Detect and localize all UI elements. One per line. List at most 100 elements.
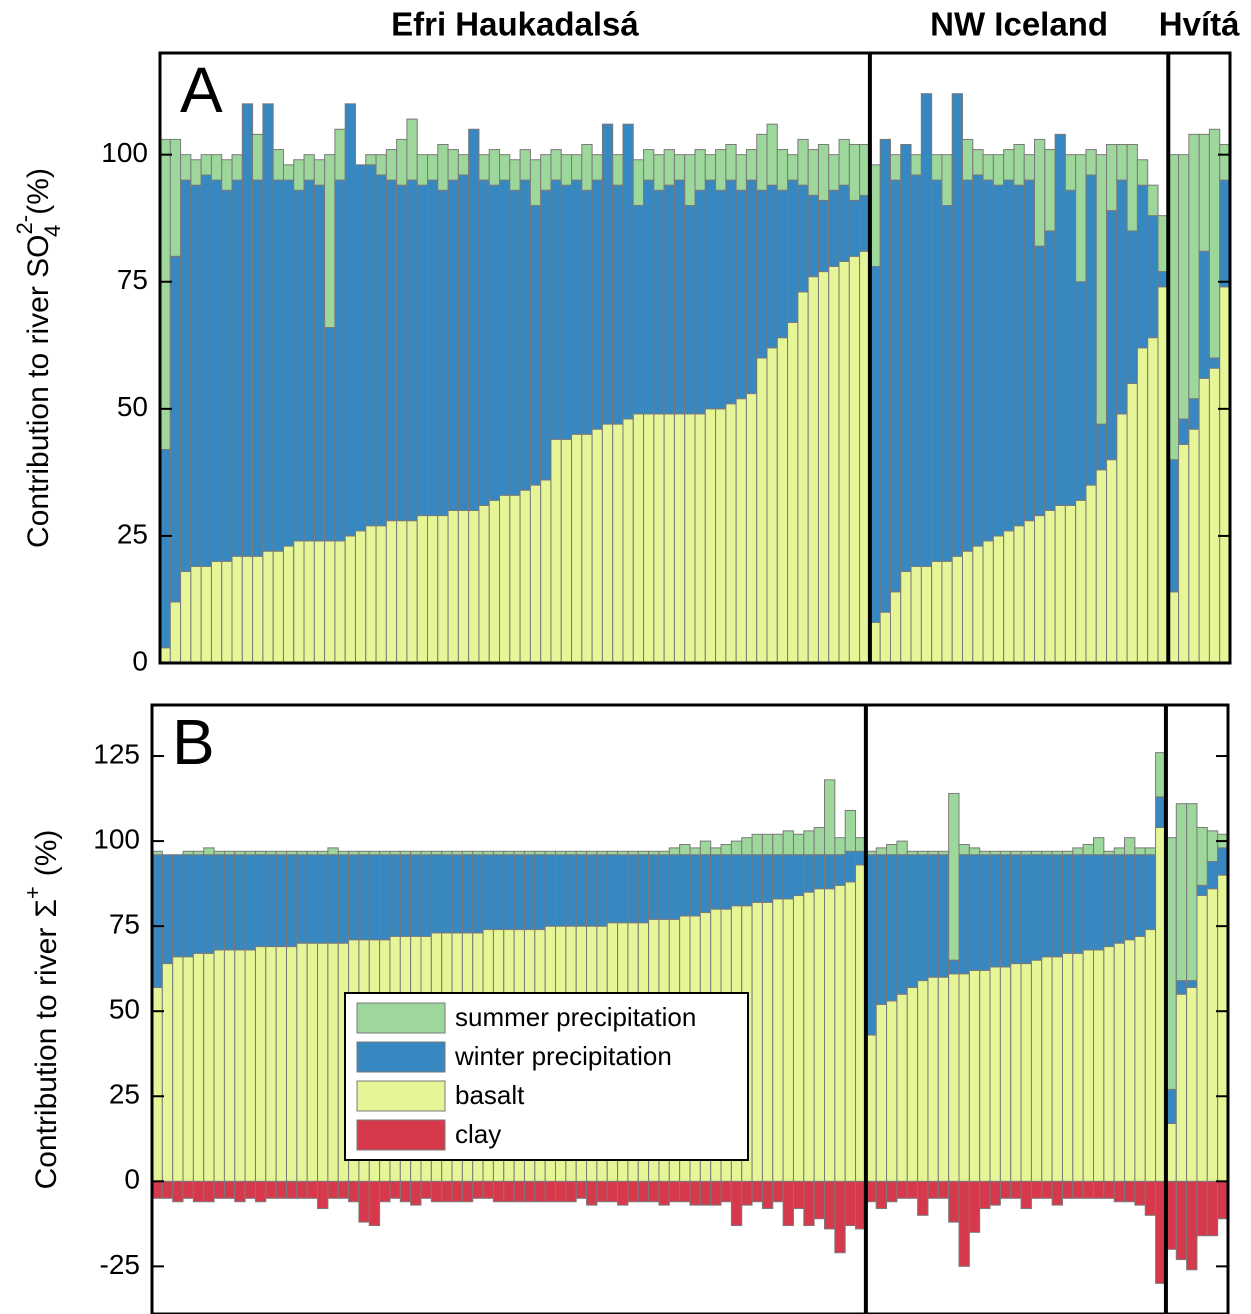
bar-segment — [927, 854, 939, 978]
bar-segment — [1041, 1180, 1053, 1199]
bar-segment — [1075, 154, 1087, 283]
bar-segment — [430, 1180, 443, 1203]
bar-segment — [203, 847, 215, 856]
bar-segment — [1003, 530, 1015, 664]
bar-segment — [368, 850, 381, 856]
bar-segment — [999, 854, 1012, 968]
bar-segment — [1217, 847, 1229, 876]
bar-segment — [1093, 854, 1105, 951]
bar-segment — [534, 854, 546, 931]
bar-segment — [941, 205, 953, 562]
bar-segment — [1003, 149, 1015, 181]
bar-segment — [699, 840, 712, 856]
bar-segment — [293, 540, 305, 664]
bar-segment — [948, 973, 960, 1182]
bar-segment — [182, 850, 194, 856]
bar-segment — [213, 854, 225, 951]
bar-segment — [303, 540, 315, 664]
bar-segment — [751, 854, 763, 903]
bar-segment — [221, 189, 233, 562]
bar-segment — [151, 854, 163, 988]
bar-segment — [365, 154, 377, 166]
bar-segment — [172, 854, 184, 958]
y-label-text: Contribution to river — [30, 928, 63, 1190]
bar-segment — [1124, 837, 1136, 856]
bar-segment — [1206, 861, 1219, 890]
bar-segment — [787, 179, 799, 323]
bar-segment — [838, 260, 850, 664]
bar-segment — [252, 179, 264, 557]
bar-segment — [886, 854, 898, 1002]
bar-segment — [1013, 144, 1025, 186]
bar-segment — [1041, 850, 1053, 856]
bar-segment — [1144, 854, 1157, 931]
bar-segment — [200, 174, 212, 567]
bar-segment — [844, 881, 857, 1182]
bar-segment — [803, 830, 815, 856]
legend-label: summer precipitation — [455, 1002, 696, 1032]
bar-segment — [704, 179, 717, 410]
bar-segment — [694, 413, 706, 664]
bar-segment — [1113, 1180, 1126, 1203]
bar-segment — [317, 850, 329, 856]
bar-segment — [441, 854, 453, 934]
bar-segment — [989, 850, 1001, 856]
bar-segment — [358, 1180, 370, 1223]
bar-segment — [306, 1180, 319, 1199]
bar-segment — [725, 179, 737, 405]
bar-segment — [1175, 1180, 1188, 1261]
bar-segment — [735, 154, 747, 191]
bar-segment — [663, 149, 675, 186]
bar-segment — [282, 164, 295, 181]
bar-segment — [472, 854, 484, 934]
bar-segment — [751, 1180, 763, 1203]
bar-segment — [499, 154, 511, 181]
bar-segment — [571, 433, 583, 664]
bar-segment — [1178, 418, 1190, 445]
bar-segment — [324, 327, 336, 542]
bar-segment — [637, 850, 650, 856]
bar-segment — [286, 946, 298, 1182]
bar-segment — [813, 854, 826, 890]
bar-segment — [612, 184, 624, 425]
bar-segment — [254, 850, 267, 856]
bar-segment — [627, 854, 639, 924]
bar-segment — [234, 850, 246, 856]
bar-segment — [968, 847, 981, 856]
bar-segment — [396, 184, 408, 522]
bar-segment — [1219, 144, 1231, 181]
bar-segment — [875, 847, 888, 856]
bar-segment — [1013, 184, 1025, 527]
legend-swatch — [356, 1041, 446, 1073]
bar-segment — [293, 189, 305, 542]
bar-segment — [1085, 174, 1097, 486]
bar-segment — [951, 93, 964, 557]
bar-segment — [679, 843, 691, 856]
bar-segment — [461, 854, 474, 934]
bar-segment — [989, 966, 1001, 1182]
bar-segment — [406, 118, 418, 181]
y-label-text: Contribution to river SO — [22, 235, 55, 548]
bar-segment — [213, 850, 225, 856]
bar-segment — [586, 854, 598, 927]
bar-segment — [286, 854, 298, 948]
bar-segment — [941, 560, 953, 664]
bar-segment — [1023, 154, 1036, 181]
y-tick-label: 50 — [109, 994, 140, 1025]
bar-segment — [679, 1180, 691, 1203]
y-label-sup: 2- — [12, 215, 37, 235]
bar-segment — [792, 833, 805, 856]
bar-segment — [265, 854, 277, 948]
bar-segment — [1030, 850, 1043, 856]
bar-segment — [889, 179, 902, 593]
bar-segment — [180, 179, 192, 572]
bar-segment — [886, 1180, 898, 1203]
bar-segment — [509, 494, 521, 664]
bar-segment — [999, 966, 1012, 1182]
bar-segment — [962, 179, 974, 552]
bar-segment — [544, 854, 557, 927]
bar-segment — [1051, 854, 1063, 958]
bar-segment — [550, 179, 562, 440]
bar-segment — [772, 833, 784, 856]
bar-segment — [337, 850, 350, 856]
